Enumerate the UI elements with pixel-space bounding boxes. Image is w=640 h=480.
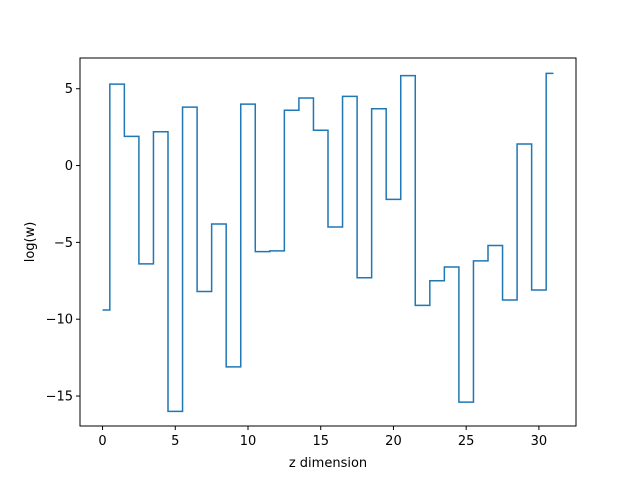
axes-frame bbox=[79, 57, 577, 427]
x-tick-label: 30 bbox=[531, 434, 548, 449]
x-axis-label: z dimension bbox=[289, 456, 367, 471]
y-tick-label: −5 bbox=[54, 236, 73, 251]
x-tick-label: 10 bbox=[240, 434, 257, 449]
x-tick-label: 25 bbox=[458, 434, 475, 449]
y-tick-label: 0 bbox=[65, 159, 73, 174]
x-tick-label: 0 bbox=[98, 434, 106, 449]
y-axis-label: log(w) bbox=[23, 222, 38, 263]
y-tick-label: −15 bbox=[46, 390, 73, 405]
plot-area bbox=[102, 72, 554, 413]
axis-ticks: 0 5 10 15 20 25 30 −15 −10 −5 0 5 bbox=[46, 82, 548, 449]
series-line bbox=[102, 72, 554, 413]
x-tick-label: 20 bbox=[385, 434, 402, 449]
x-tick-label: 15 bbox=[312, 434, 329, 449]
y-tick-label: 5 bbox=[65, 82, 73, 97]
y-tick-label: −10 bbox=[46, 313, 73, 328]
x-tick-label: 5 bbox=[171, 434, 179, 449]
